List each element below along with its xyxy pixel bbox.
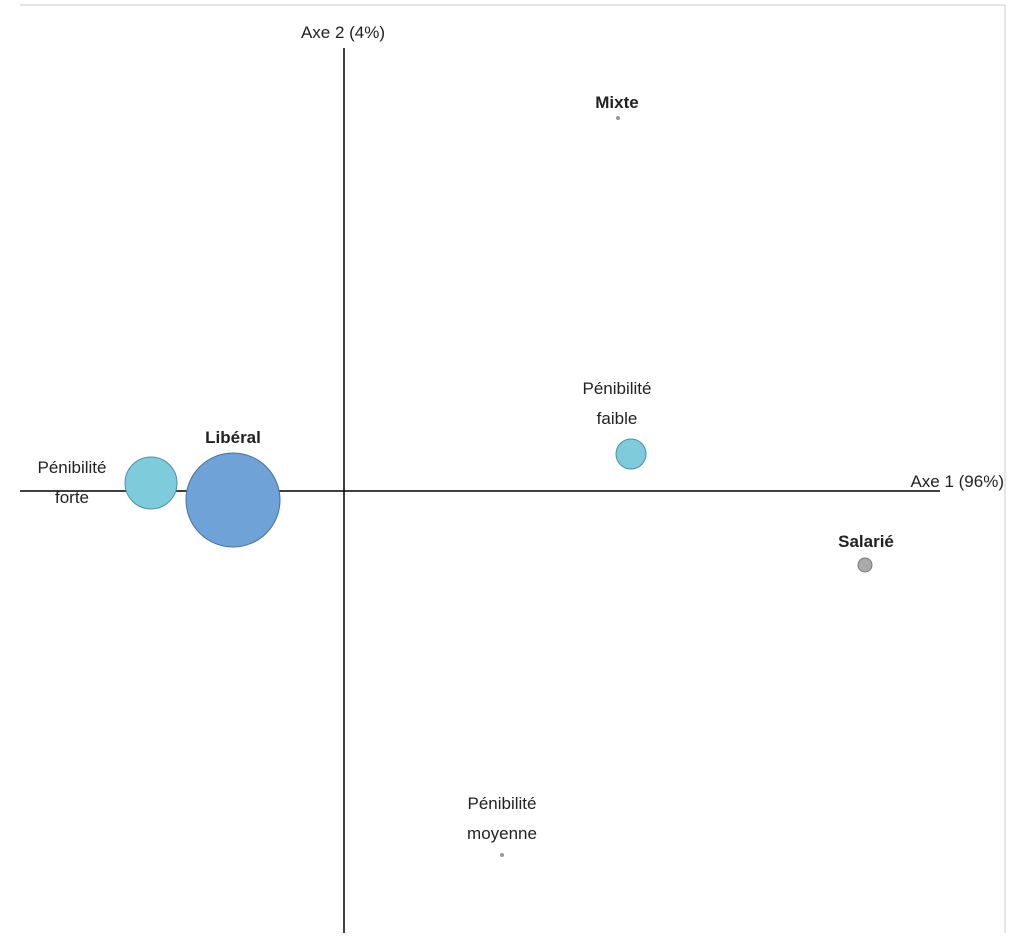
bubble: [185, 452, 281, 548]
node-label: faible: [597, 409, 638, 428]
node-label: Pénibilité: [38, 458, 107, 477]
point: [500, 853, 504, 857]
bubble: [124, 456, 178, 510]
node-label: forte: [55, 488, 89, 507]
node-label: Salarié: [838, 532, 894, 551]
node-label: Pénibilité: [583, 379, 652, 398]
bubble: [615, 438, 647, 470]
node-label: Pénibilité: [468, 794, 537, 813]
x-axis-label: Axe 1 (96%): [910, 472, 1004, 491]
node-label: moyenne: [467, 824, 537, 843]
point: [857, 557, 873, 573]
point: [616, 116, 620, 120]
node-label: Mixte: [595, 93, 638, 112]
y-axis-label: Axe 2 (4%): [301, 23, 385, 42]
node-label: Libéral: [205, 428, 261, 447]
